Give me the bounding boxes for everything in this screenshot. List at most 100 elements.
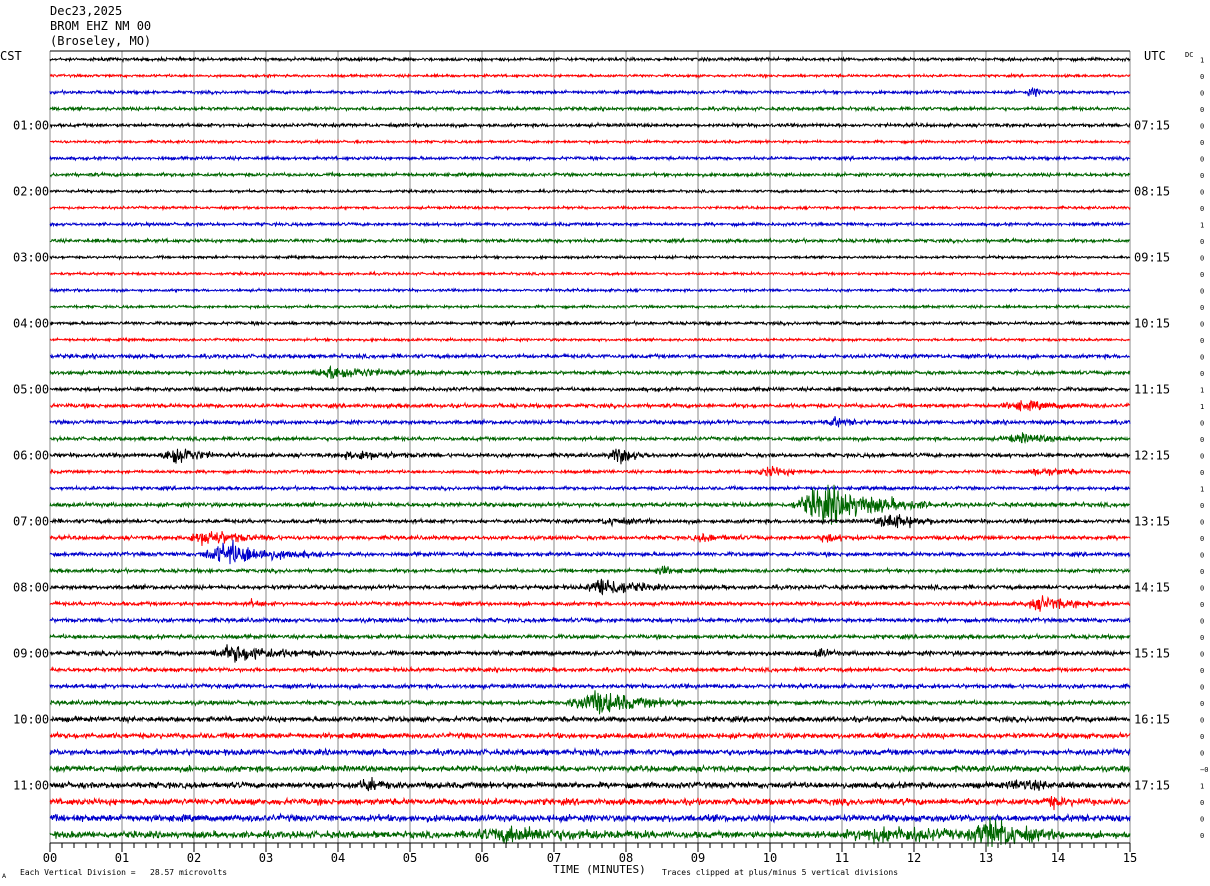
dc-offset-value: 1 — [1200, 782, 1204, 790]
dc-offset-value: 0 — [1200, 73, 1204, 81]
trace-line — [49, 632, 1131, 641]
trace-line — [49, 187, 1131, 195]
dc-offset-value: 0 — [1200, 452, 1204, 460]
trace-line — [49, 681, 1131, 691]
x-tick-label: 05 — [403, 851, 417, 865]
dc-offset-value: 0 — [1200, 436, 1204, 444]
trace-line — [49, 105, 1131, 113]
trace-line — [49, 665, 1131, 674]
trace-line — [49, 465, 1131, 478]
trace-line — [49, 714, 1131, 725]
trace-line — [49, 399, 1131, 412]
dc-offset-value: 0 — [1200, 832, 1204, 840]
trace-line — [49, 690, 1131, 715]
dc-offset-value: 0 — [1200, 320, 1204, 328]
x-tick-label: 10 — [763, 851, 777, 865]
dc-offset-value: 0 — [1200, 650, 1204, 658]
dc-offset-value: 0 — [1200, 634, 1204, 642]
trace-line — [49, 236, 1131, 245]
trace-line — [49, 352, 1131, 361]
right-time-label: 17:15 — [1134, 778, 1170, 792]
dc-offset-value: 0 — [1200, 172, 1204, 180]
trace-line — [49, 319, 1131, 328]
x-tick-label: 06 — [475, 851, 489, 865]
trace-line — [49, 514, 1131, 529]
dc-offset-value: 1 — [1200, 485, 1204, 493]
x-tick-label: 15 — [1123, 851, 1137, 865]
seismic-traces — [49, 55, 1131, 847]
dc-offset-value: 0 — [1200, 700, 1204, 708]
trace-line — [49, 484, 1131, 493]
dc-offset-value: 0 — [1200, 584, 1204, 592]
right-time-label: 09:15 — [1134, 250, 1170, 264]
trace-line — [49, 303, 1131, 311]
left-time-label: 04:00 — [13, 316, 49, 330]
dc-offset-value: 0 — [1200, 188, 1204, 196]
dc-offset-value: 0 — [1200, 337, 1204, 345]
dc-offset-value: 0 — [1200, 617, 1204, 625]
x-tick-label: 11 — [835, 851, 849, 865]
trace-line — [49, 432, 1131, 445]
dc-offset-value: 0 — [1200, 139, 1204, 147]
x-tick-label: 14 — [1051, 851, 1065, 865]
right-time-label: 10:15 — [1134, 316, 1170, 330]
minute-gridlines — [49, 50, 1131, 843]
x-tick-label: 04 — [331, 851, 345, 865]
corner-mark: A — [2, 873, 7, 880]
x-tick-label: 02 — [187, 851, 201, 865]
dc-offset-value: 0 — [1200, 749, 1204, 757]
dc-offset-value: 0 — [1200, 122, 1204, 130]
dc-offset-value: 0 — [1200, 205, 1204, 213]
left-time-label: 08:00 — [13, 580, 49, 594]
trace-line — [49, 270, 1131, 278]
dc-offset-column: 1 0 0 0 0 0 0 0 0 0 1 0 0 0 0 0 0 0 0 0 1 1 0 0 0 0 1 0 0 0 0 0 0 0 0 0 0 0 0 0… — [1200, 56, 1208, 840]
right-time-label: 12:15 — [1134, 448, 1170, 462]
dc-offset-value: −0 — [1200, 766, 1208, 774]
trace-line — [49, 364, 1131, 379]
clip-note: Traces clipped at plus/minus 5 vertical … — [662, 868, 898, 877]
dc-offset-value: 0 — [1200, 254, 1204, 262]
dc-offset-value: 0 — [1200, 304, 1204, 312]
trace-line — [49, 87, 1131, 98]
right-time-label: 14:15 — [1134, 580, 1170, 594]
right-time-label: 13:15 — [1134, 514, 1170, 528]
trace-line — [49, 578, 1131, 596]
dc-offset-header: DC — [1185, 51, 1193, 59]
dc-offset-value: 0 — [1200, 89, 1204, 97]
station-location: (Broseley, MO) — [50, 34, 151, 48]
right-time-label: 15:15 — [1134, 646, 1170, 660]
dc-offset-value: 0 — [1200, 502, 1204, 510]
dc-offset-value: 0 — [1200, 238, 1204, 246]
trace-line — [49, 763, 1131, 774]
right-timezone-label: UTC — [1144, 49, 1166, 63]
trace-line — [49, 336, 1131, 344]
trace-line — [49, 72, 1131, 80]
left-time-label: 02:00 — [13, 184, 49, 198]
trace-line — [49, 170, 1131, 179]
trace-line — [49, 565, 1131, 575]
trace-line — [49, 204, 1131, 212]
left-time-label: 10:00 — [13, 712, 49, 726]
dc-offset-value: 0 — [1200, 716, 1204, 724]
x-tick-label: 13 — [979, 851, 993, 865]
dc-offset-value: 0 — [1200, 155, 1204, 163]
dc-offset-value: 0 — [1200, 419, 1204, 427]
dc-offset-value: 0 — [1200, 601, 1204, 609]
left-time-label: 01:00 — [13, 118, 49, 132]
trace-line — [49, 531, 1131, 546]
trace-line — [49, 484, 1131, 525]
x-axis-title: TIME (MINUTES) — [553, 863, 646, 876]
left-time-labels: 01:00 02:00 03:00 04:00 05:00 06:00 07:00 08:00… — [13, 118, 49, 792]
x-tick-label: 00 — [43, 851, 57, 865]
trace-line — [49, 220, 1131, 229]
trace-line — [49, 416, 1131, 428]
right-time-label: 16:15 — [1134, 712, 1170, 726]
right-time-labels: 07:15 08:15 09:15 10:15 11:15 12:15 13:15 14:15… — [1134, 118, 1170, 792]
x-tick-label: 07 — [547, 851, 561, 865]
left-time-label: 07:00 — [13, 514, 49, 528]
dc-offset-value: 0 — [1200, 667, 1204, 675]
trace-line — [49, 644, 1131, 663]
left-time-label: 03:00 — [13, 250, 49, 264]
footer-block: A Each Vertical Division = 28.57 microvo… — [2, 863, 898, 880]
